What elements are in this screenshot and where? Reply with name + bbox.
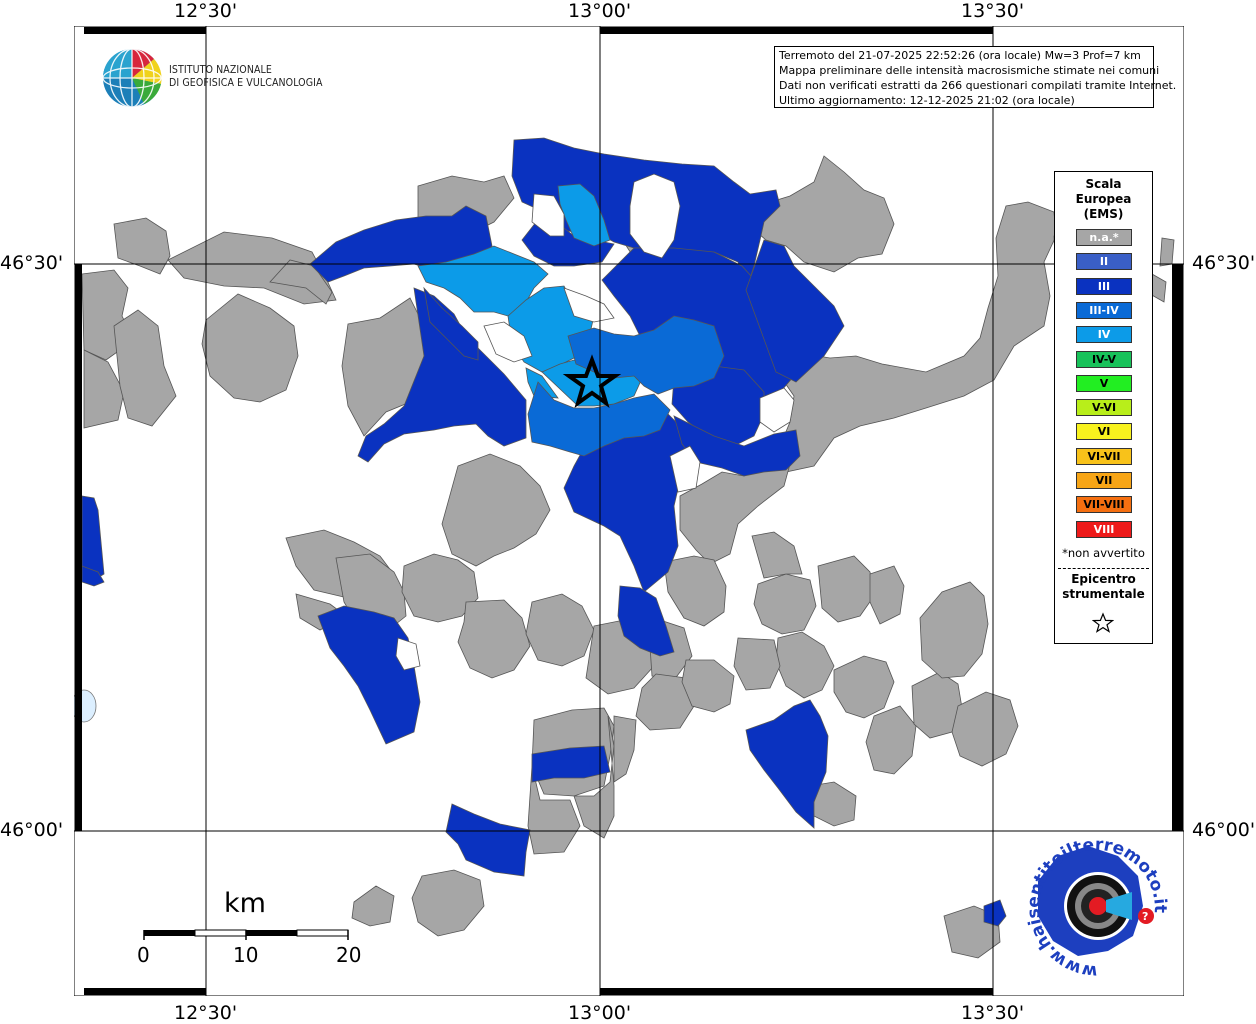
lon-label-top-1330: 13°30' [961,0,1025,22]
legend-item-v-vi: V-VI [1076,399,1132,417]
legend-divider [1058,568,1149,569]
svg-text:www.haisentitoilterremoto.it: www.haisentitoilterremoto.it [1024,835,1170,982]
lat-label-right-4630: 46°30' [1192,252,1256,274]
legend-item-vi-vii: VI-VII [1076,447,1132,465]
event-info-line1: Terremoto del 21-07-2025 22:52:26 (ora l… [779,49,1141,62]
lat-label-left-4600: 46°00' [0,819,64,841]
ingv-logo-icon [102,48,162,108]
ingv-name-line1: ISTITUTO NAZIONALE [169,64,272,76]
legend-item-iv-v: IV-V [1076,350,1132,368]
event-info-line3: Dati non verificati estratti da 266 ques… [779,79,1177,92]
legend-title-line2: Europea [1075,192,1132,206]
legend-item-vi: VI [1076,423,1132,441]
event-info-box: Terremoto del 21-07-2025 22:52:26 (ora l… [774,46,1177,108]
legend-item-v: V [1076,374,1132,392]
lat-label-left-4630: 46°30' [0,252,64,274]
legend-star-icon [1092,612,1114,633]
scale-label-20: 20 [336,943,362,967]
ingv-name-line2: DI GEOFISICA E VULCANOLOGIA [169,77,323,89]
scale-bar [143,929,349,940]
lon-label-bottom-1300: 13°00' [568,1002,632,1024]
unsampled-areas [395,173,795,671]
legend-item-n-a: n.a.* [1076,229,1132,246]
epicenter-star-icon [562,354,622,408]
legend-item-iv: IV [1076,326,1132,344]
intensity-map: ? [74,26,1184,996]
legend-title-line1: Scala [1085,177,1122,191]
legend-epicenter-line2: strumentale [1062,587,1145,601]
haisentito-logo-icon: ? [1038,846,1154,956]
svg-text:?: ? [1142,910,1148,923]
lat-label-right-4600: 46°00' [1192,819,1256,841]
graticule [74,26,1184,996]
legend-item-vii: VII [1076,472,1132,489]
lon-label-bottom-1330: 13°30' [961,1002,1025,1024]
event-info-line4: Ultimo aggiornamento: 12-12-2025 21:02 (… [779,94,1075,107]
scale-label-0: 0 [137,943,150,967]
legend-item-iii: III [1076,277,1132,295]
legend-epicenter-line1: Epicentro [1071,572,1136,586]
lon-label-top-1300: 13°00' [568,0,632,22]
scale-label-10: 10 [233,943,259,967]
legend-item-vii-viii: VII-VIII [1076,496,1132,514]
legend-item-iii-iv: III-IV [1076,301,1132,319]
lon-label-bottom-1230: 12°30' [174,1002,238,1024]
legend-not-felt-note: *non avvertito [1062,546,1145,560]
haisentito-text: www.haisentitoilterremoto.it [1024,835,1170,982]
map-frame [74,26,1184,996]
legend-epicenter-label: Epicentro strumentale [1055,572,1152,602]
event-info-line2: Mappa preliminare delle intensità macros… [779,64,1160,77]
haisentito-url: www.haisentitoilterremoto.it [1024,835,1170,982]
scale-unit: km [224,888,266,919]
legend-item-ii: II [1076,253,1132,271]
lon-label-top-1230: 12°30' [174,0,238,22]
legend-item-viii: VIII [1076,520,1132,538]
legend-title: Scala Europea (EMS) [1055,177,1152,222]
ems-legend: Scala Europea (EMS) n.a.* II III III-IV IV IV… [1054,171,1153,644]
ingv-name: ISTITUTO NAZIONALE DI GEOFISICA E VULCAN… [169,64,323,90]
legend-title-line3: (EMS) [1083,207,1124,221]
